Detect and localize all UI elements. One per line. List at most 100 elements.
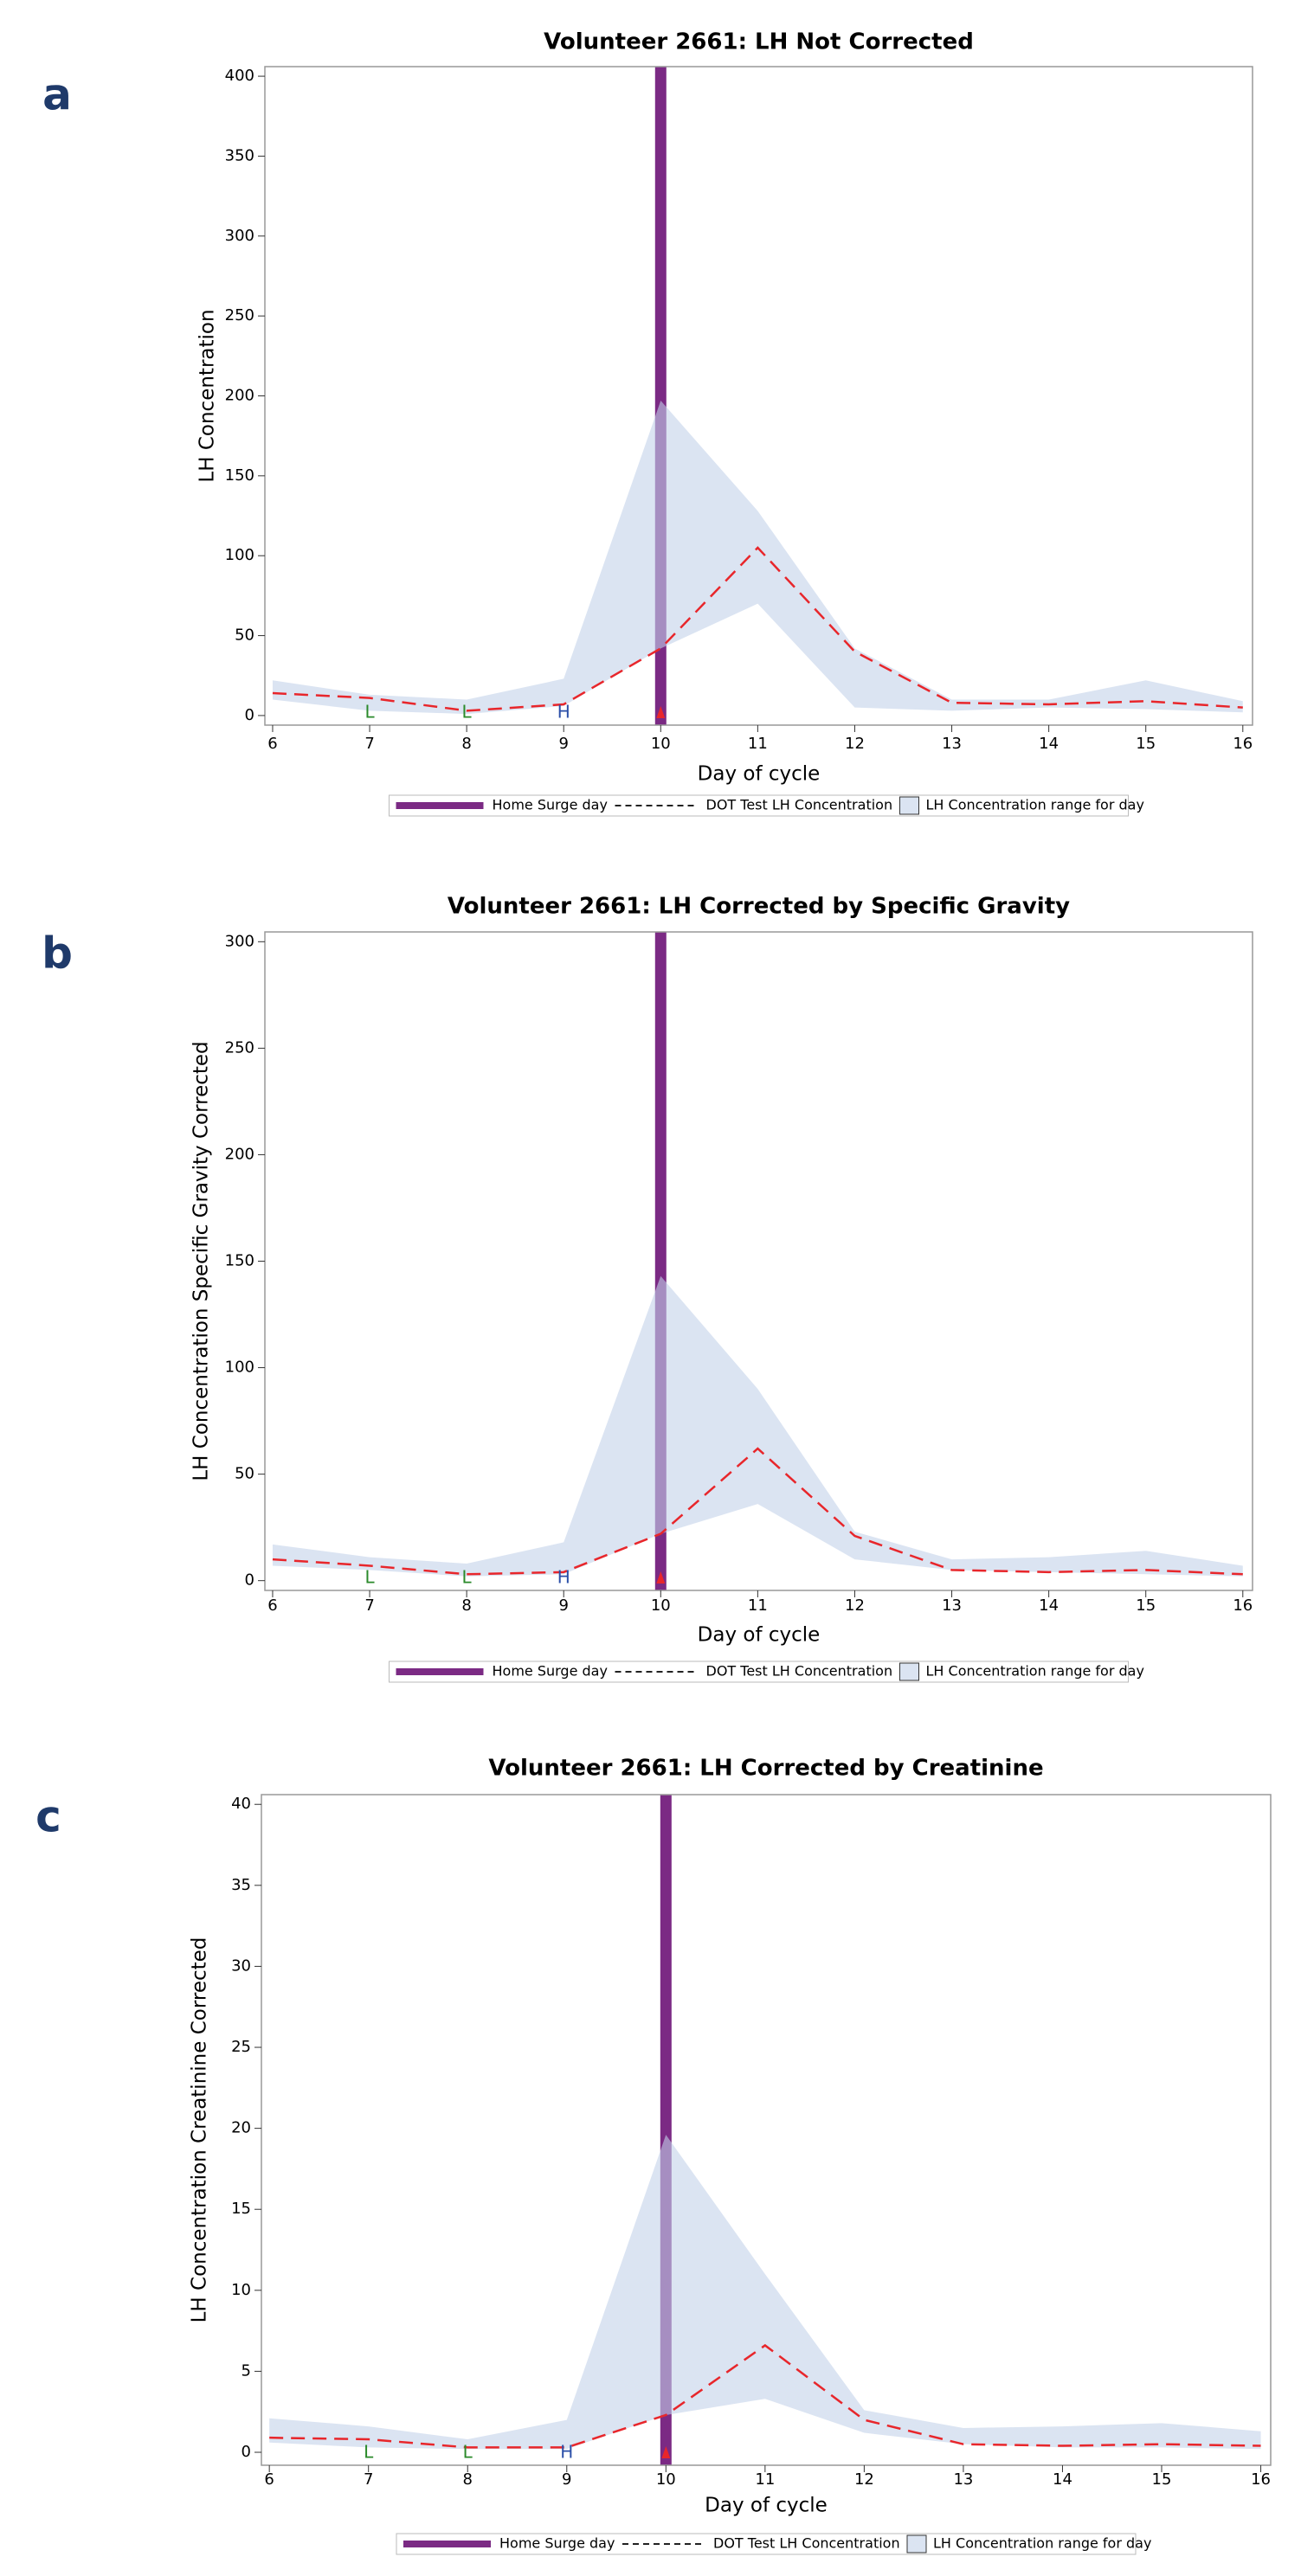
cycle-marker: L	[463, 2442, 473, 2463]
x-tick-label: 7	[364, 2470, 373, 2489]
y-tick-label: 20	[231, 2119, 251, 2137]
panel-label: c	[35, 1792, 61, 1842]
y-tick-label: 0	[242, 2443, 251, 2461]
legend-label: DOT Test LH Concentration	[713, 2535, 900, 2552]
y-tick-label: 200	[225, 1145, 254, 1163]
y-axis-title: LH Concentration Creatinine Corrected	[189, 1937, 211, 2323]
legend-label: LH Concentration range for day	[926, 797, 1144, 813]
cycle-marker: L	[364, 702, 375, 723]
y-tick-label: 300	[225, 932, 254, 950]
x-tick-label: 11	[748, 1596, 768, 1615]
cycle-marker	[656, 706, 666, 718]
legend-box	[389, 794, 1129, 817]
x-tick-label: 11	[755, 2470, 775, 2489]
cycle-marker: H	[557, 702, 570, 723]
y-tick-label: 250	[225, 1038, 254, 1057]
panel-0: a Volunteer 2661: LH Not Corrected L L H 0 50 1…	[42, 29, 1253, 817]
y-tick-label: 10	[231, 2281, 251, 2299]
x-tick-label: 14	[1039, 735, 1059, 753]
y-tick-label: 25	[231, 2038, 251, 2056]
legend-label: Home Surge day	[493, 1663, 608, 1680]
series-line	[269, 2343, 1261, 2449]
y-tick-label: 5	[242, 2361, 251, 2380]
y-axis-title: LH Concentration Specific Gravity Correc…	[190, 1041, 213, 1481]
panel-label: a	[42, 70, 72, 120]
chart-title: Volunteer 2661: LH Corrected by Creatini…	[488, 1756, 1043, 1782]
y-tick-label: 250	[225, 306, 254, 324]
legend-box	[396, 2533, 1137, 2555]
cycle-marker: L	[364, 1567, 375, 1588]
y-tick-label: 40	[231, 1795, 251, 1813]
panel-2: c Volunteer 2661: LH Corrected by Creatin…	[35, 1756, 1272, 2555]
range-band	[272, 1275, 1243, 1577]
y-tick-label: 35	[231, 1876, 251, 1894]
x-tick-label: 12	[845, 735, 865, 753]
plot-frame	[264, 66, 1253, 726]
legend-label: DOT Test LH Concentration	[706, 1663, 893, 1680]
cycle-marker: H	[557, 1567, 570, 1588]
legend-label: LH Concentration range for day	[933, 2535, 1151, 2552]
legend-box	[389, 1661, 1129, 1683]
x-tick-label: 15	[1152, 2470, 1172, 2489]
x-tick-label: 6	[267, 735, 277, 753]
x-tick-label: 9	[562, 2470, 571, 2489]
x-axis-title: Day of cycle	[698, 1624, 821, 1647]
legend-label: Home Surge day	[499, 2535, 615, 2552]
cycle-marker: H	[560, 2442, 573, 2463]
y-tick-label: 400	[225, 67, 254, 85]
y-tick-label: 15	[231, 2200, 251, 2218]
x-tick-label: 14	[1039, 1596, 1059, 1615]
x-tick-label: 8	[461, 735, 471, 753]
x-tick-label: 15	[1136, 735, 1156, 753]
x-tick-label: 11	[748, 735, 768, 753]
cycle-marker: L	[462, 702, 473, 723]
y-tick-label: 150	[225, 466, 254, 485]
cycle-marker	[661, 2446, 671, 2458]
y-tick-label: 150	[225, 1252, 254, 1270]
series-line	[272, 1447, 1243, 1576]
legend-label: DOT Test LH Concentration	[706, 797, 893, 813]
x-tick-label: 6	[264, 2470, 274, 2489]
x-tick-label: 10	[651, 735, 671, 753]
x-tick-label: 10	[656, 2470, 676, 2489]
y-axis-title: LH Concentration	[196, 309, 219, 482]
x-tick-label: 12	[845, 1596, 865, 1615]
chart-title: Volunteer 2661: LH Corrected by Specific…	[448, 894, 1070, 920]
x-tick-label: 8	[463, 2470, 473, 2489]
x-tick-label: 16	[1233, 1596, 1253, 1615]
x-tick-label: 6	[267, 1596, 277, 1615]
y-tick-label: 50	[235, 626, 254, 645]
x-tick-label: 13	[942, 735, 962, 753]
x-tick-label: 13	[942, 1596, 962, 1615]
legend-swatch	[899, 1662, 919, 1681]
x-tick-label: 7	[364, 1596, 374, 1615]
x-tick-label: 16	[1251, 2470, 1271, 2489]
y-tick-label: 200	[225, 387, 254, 405]
y-tick-label: 100	[225, 1359, 254, 1377]
legend-swatch	[906, 2534, 927, 2554]
legend-label: Home Surge day	[493, 797, 608, 813]
x-tick-label: 13	[953, 2470, 973, 2489]
range-band	[272, 401, 1243, 715]
cycle-marker: L	[462, 1567, 473, 1588]
x-tick-label: 9	[558, 735, 568, 753]
y-tick-label: 350	[225, 146, 254, 164]
x-tick-label: 15	[1136, 1596, 1156, 1615]
x-tick-label: 9	[558, 1596, 568, 1615]
x-axis-title: Day of cycle	[698, 763, 821, 786]
x-tick-label: 12	[854, 2470, 874, 2489]
panel-label: b	[42, 928, 73, 979]
y-tick-label: 0	[245, 1571, 254, 1590]
x-tick-label: 7	[364, 735, 374, 753]
cycle-marker: L	[364, 2442, 374, 2463]
range-band	[269, 2135, 1261, 2450]
legend-swatch	[899, 796, 919, 815]
x-axis-title: Day of cycle	[705, 2495, 828, 2517]
y-tick-label: 0	[245, 706, 254, 724]
y-tick-label: 50	[235, 1465, 254, 1483]
plot-frame	[261, 1794, 1272, 2466]
series-line	[272, 546, 1243, 712]
y-tick-label: 300	[225, 227, 254, 245]
